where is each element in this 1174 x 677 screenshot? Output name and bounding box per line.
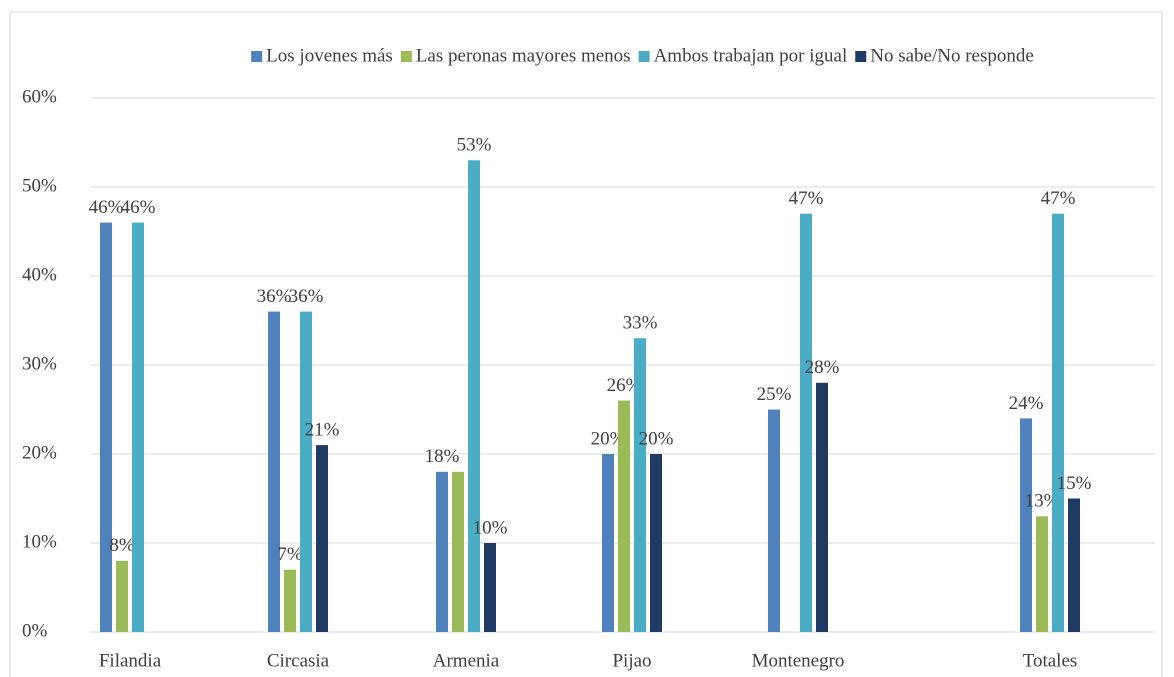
- legend-label: Ambos trabajan por igual: [654, 45, 848, 66]
- x-tick-label: Pijao: [612, 650, 651, 671]
- bar: [602, 454, 614, 632]
- data-label: 18%: [425, 446, 460, 467]
- bar: [618, 400, 630, 632]
- bar: [634, 338, 646, 632]
- bar: [452, 471, 464, 632]
- data-label: 8%: [109, 535, 135, 556]
- data-label: 53%: [457, 135, 492, 156]
- x-tick-label: Montenegro: [752, 650, 845, 671]
- legend-swatch: [855, 51, 867, 62]
- data-label: 28%: [805, 357, 840, 378]
- legend-label: No sabe/No responde: [870, 45, 1034, 66]
- data-label: 25%: [757, 384, 792, 405]
- data-label: 20%: [591, 428, 626, 449]
- bar: [768, 409, 780, 632]
- bar: [268, 311, 280, 632]
- chart-border: [9, 11, 1163, 677]
- data-label: 20%: [639, 428, 674, 449]
- y-tick-label: 0%: [22, 620, 48, 641]
- bar: [436, 471, 448, 632]
- bar: [484, 543, 496, 632]
- x-tick-label: Circasia: [267, 650, 330, 671]
- y-tick-label: 20%: [22, 442, 57, 463]
- x-tick-label: Totales: [1023, 650, 1078, 671]
- bar: [1020, 418, 1032, 632]
- legend-label: Los jovenes más: [266, 45, 393, 66]
- y-tick-label: 60%: [22, 86, 57, 107]
- data-label: 47%: [1041, 188, 1076, 209]
- y-tick-label: 40%: [22, 264, 57, 285]
- data-label: 24%: [1009, 393, 1044, 414]
- x-tick-label: Armenia: [433, 650, 500, 671]
- bar: [1052, 213, 1064, 632]
- data-label: 33%: [623, 313, 658, 334]
- bar: [816, 382, 828, 632]
- bar: [132, 222, 144, 632]
- bar: [650, 454, 662, 632]
- data-label: 46%: [89, 197, 124, 218]
- legend-swatch: [400, 51, 412, 62]
- data-label: 36%: [257, 286, 292, 307]
- data-label: 15%: [1057, 473, 1092, 494]
- data-label: 26%: [607, 375, 642, 396]
- bar: [116, 560, 128, 632]
- bar: [300, 311, 312, 632]
- data-label: 36%: [289, 286, 324, 307]
- legend-swatch: [638, 51, 650, 62]
- data-label: 7%: [277, 544, 303, 565]
- y-tick-label: 30%: [22, 353, 57, 374]
- bar: [1036, 516, 1048, 632]
- legend-swatch: [251, 51, 263, 62]
- x-tick-label: Filandia: [99, 650, 162, 671]
- bar: [316, 445, 328, 632]
- bar: [100, 222, 112, 632]
- legend-label: Las peronas mayores menos: [416, 45, 631, 66]
- bar: [468, 160, 480, 633]
- data-label: 13%: [1025, 491, 1060, 512]
- data-label: 10%: [473, 517, 508, 538]
- data-label: 47%: [789, 188, 824, 209]
- y-tick-label: 10%: [22, 531, 57, 552]
- bar: [800, 213, 812, 632]
- data-label: 46%: [121, 197, 156, 218]
- data-label: 21%: [305, 419, 340, 440]
- bar: [284, 569, 296, 632]
- bar: [1068, 498, 1080, 632]
- y-tick-label: 50%: [22, 175, 57, 196]
